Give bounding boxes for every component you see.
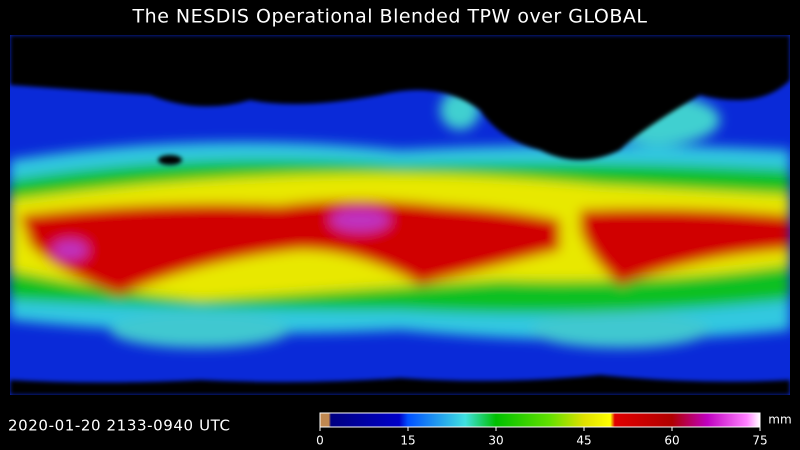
tick-label: 0	[316, 434, 324, 448]
title: The NESDIS Operational Blended TPW over …	[132, 6, 648, 28]
colorbar	[319, 412, 761, 428]
tick-label: 45	[576, 434, 591, 448]
tpw-map	[10, 35, 790, 395]
tick-label: 15	[400, 434, 415, 448]
tick-label: 60	[664, 434, 679, 448]
tick-label: 30	[488, 434, 503, 448]
colorbar-ticks: 0 15 30 45 60 75	[316, 427, 768, 448]
timestamp: 2020-01-20 2133-0940 UTC	[8, 417, 231, 435]
colorbar-unit: mm	[768, 413, 791, 427]
tick-label: 75	[752, 434, 767, 448]
